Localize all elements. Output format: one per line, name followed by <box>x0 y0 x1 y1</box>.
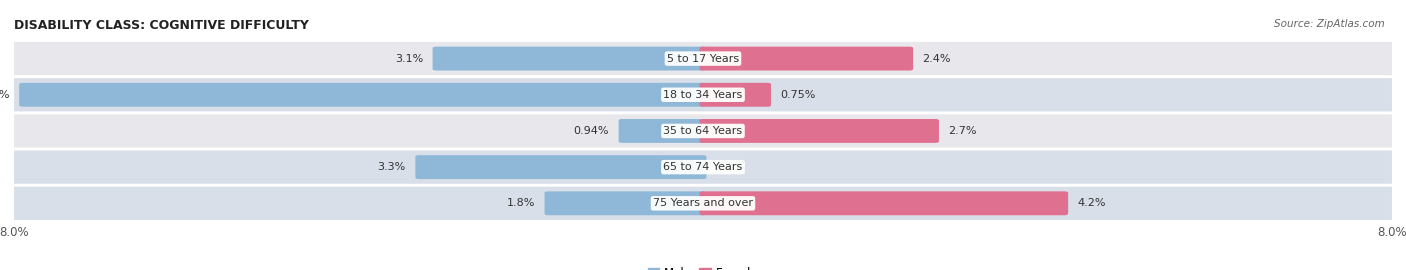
FancyBboxPatch shape <box>14 114 1392 148</box>
Text: 2.4%: 2.4% <box>922 53 950 64</box>
Text: DISABILITY CLASS: COGNITIVE DIFFICULTY: DISABILITY CLASS: COGNITIVE DIFFICULTY <box>14 19 309 32</box>
FancyBboxPatch shape <box>14 42 1392 75</box>
Text: Source: ZipAtlas.com: Source: ZipAtlas.com <box>1274 19 1385 29</box>
Legend: Male, Female: Male, Female <box>643 262 763 270</box>
Text: 5 to 17 Years: 5 to 17 Years <box>666 53 740 64</box>
FancyBboxPatch shape <box>700 119 939 143</box>
Text: 35 to 64 Years: 35 to 64 Years <box>664 126 742 136</box>
Text: 0.75%: 0.75% <box>780 90 815 100</box>
Text: 1.8%: 1.8% <box>506 198 536 208</box>
Text: 3.1%: 3.1% <box>395 53 423 64</box>
FancyBboxPatch shape <box>700 191 1069 215</box>
FancyBboxPatch shape <box>20 83 706 107</box>
FancyBboxPatch shape <box>433 47 706 70</box>
Text: 18 to 34 Years: 18 to 34 Years <box>664 90 742 100</box>
FancyBboxPatch shape <box>544 191 706 215</box>
FancyBboxPatch shape <box>619 119 706 143</box>
FancyBboxPatch shape <box>14 78 1392 112</box>
Text: 65 to 74 Years: 65 to 74 Years <box>664 162 742 172</box>
Text: 0.0%: 0.0% <box>716 162 744 172</box>
FancyBboxPatch shape <box>700 47 912 70</box>
Text: 3.3%: 3.3% <box>378 162 406 172</box>
FancyBboxPatch shape <box>14 187 1392 220</box>
Text: 7.9%: 7.9% <box>0 90 10 100</box>
Text: 4.2%: 4.2% <box>1077 198 1107 208</box>
Text: 75 Years and over: 75 Years and over <box>652 198 754 208</box>
FancyBboxPatch shape <box>700 83 770 107</box>
Text: 0.94%: 0.94% <box>574 126 609 136</box>
FancyBboxPatch shape <box>415 155 706 179</box>
Text: 2.7%: 2.7% <box>949 126 977 136</box>
FancyBboxPatch shape <box>14 150 1392 184</box>
